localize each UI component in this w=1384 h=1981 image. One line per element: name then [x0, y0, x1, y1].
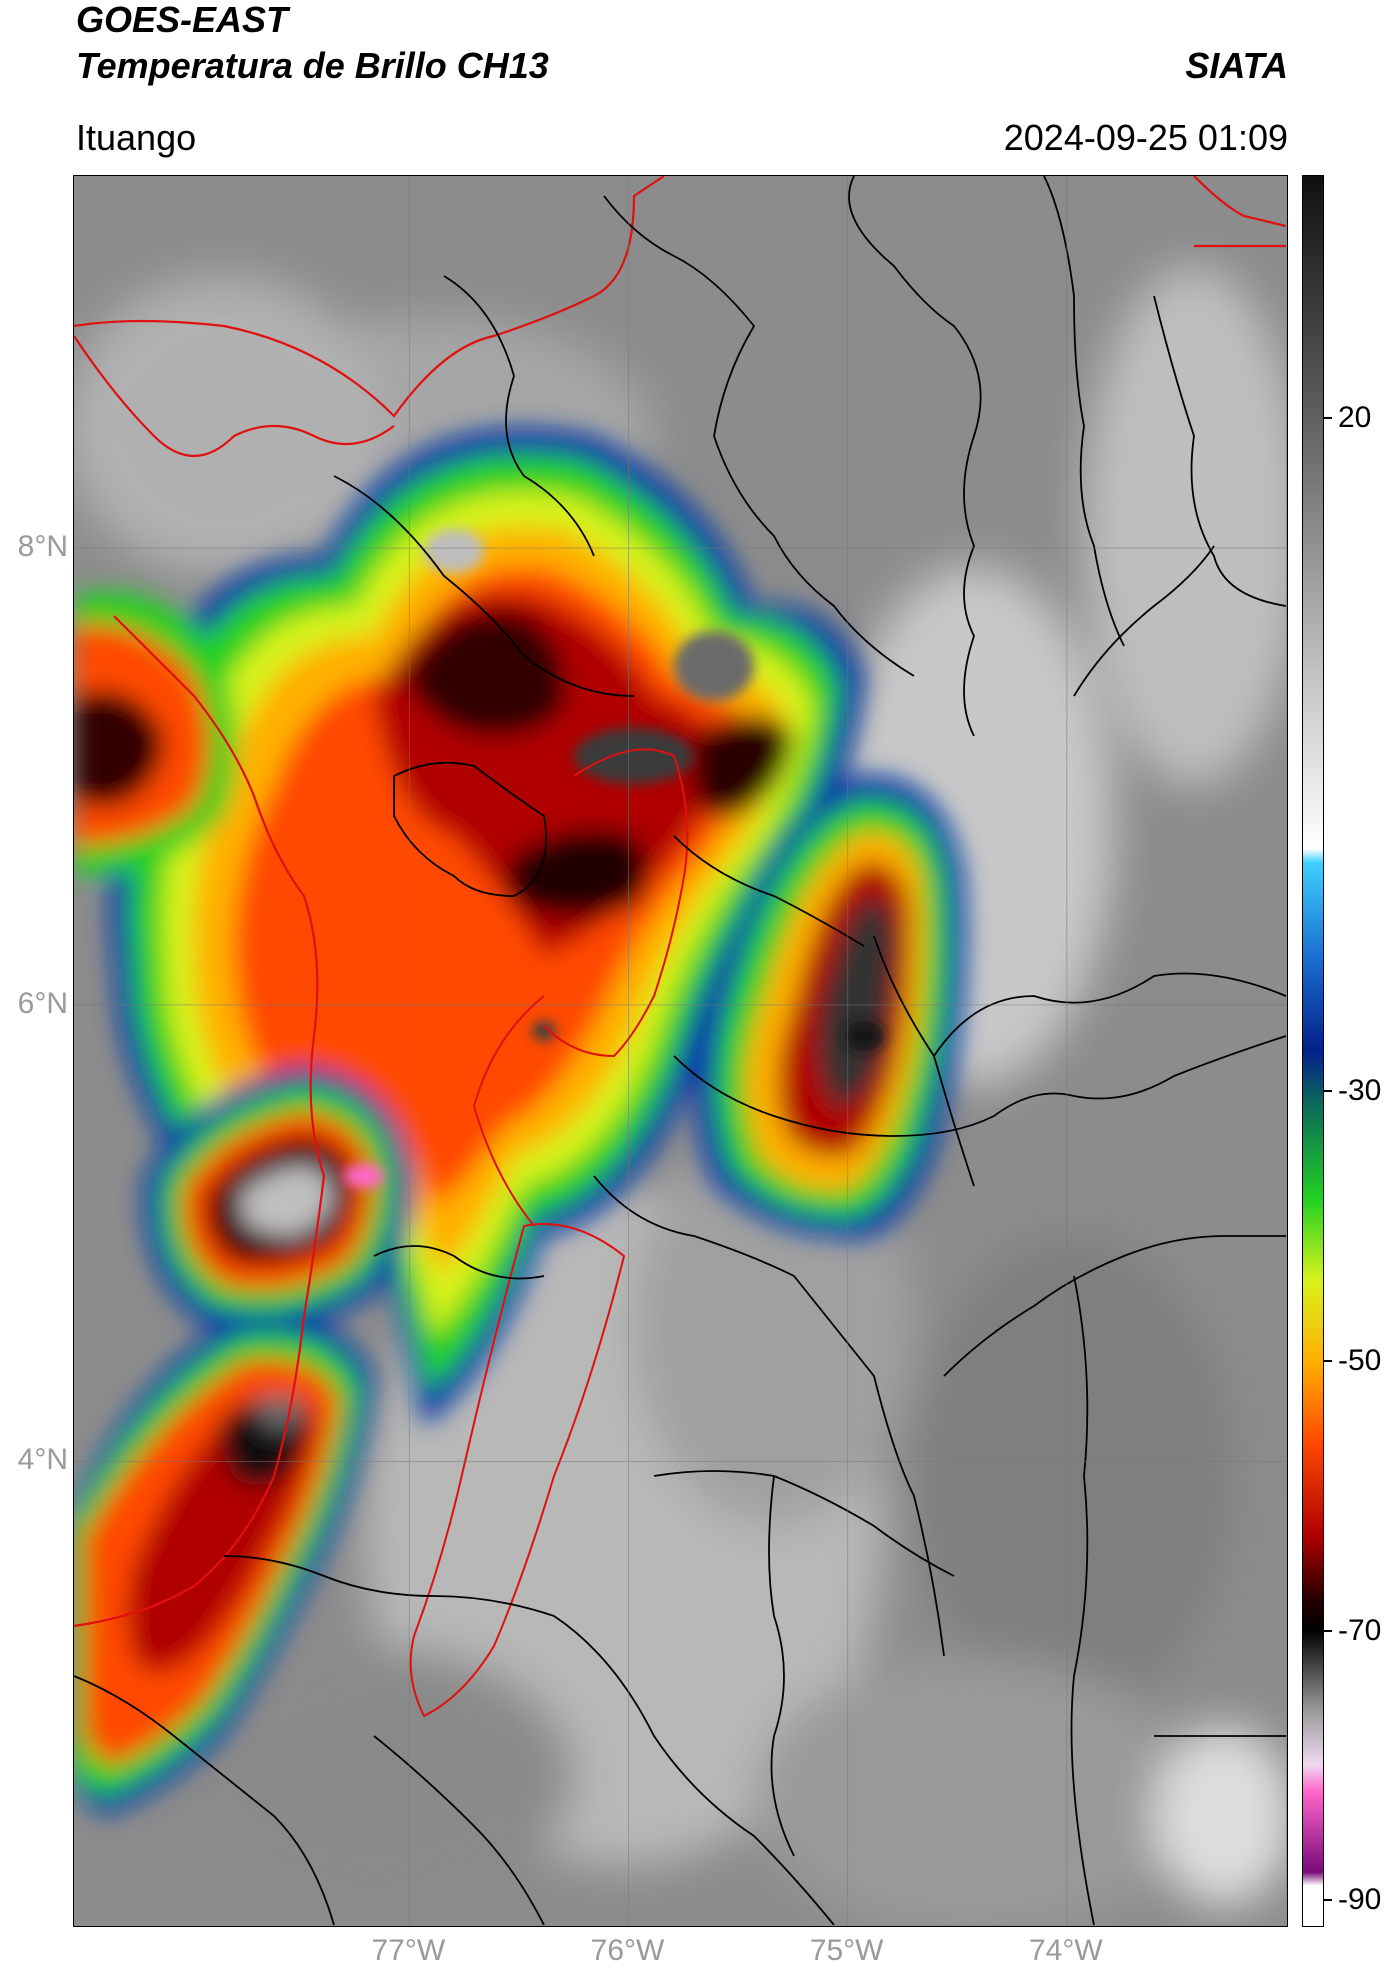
location-label: Ituango	[76, 117, 197, 158]
latitude-label-8n: 8°N	[17, 530, 68, 564]
colorbar-tick	[1324, 1899, 1332, 1902]
organization-label: SIATA	[1185, 45, 1288, 86]
title-product: Temperatura de Brillo CH13	[76, 45, 549, 86]
brightness-temperature-field	[74, 176, 1286, 1925]
colorbar-tick	[1324, 1090, 1332, 1093]
latitude-label-4n: 4°N	[17, 1443, 68, 1477]
colorbar-label-minus70: -70	[1338, 1613, 1382, 1647]
longitude-label-75w: 75°W	[809, 1934, 884, 1967]
colorbar-tick	[1324, 416, 1332, 419]
satellite-map	[73, 175, 1288, 1927]
longitude-label-77w: 77°W	[371, 1934, 446, 1967]
colorbar-tick	[1324, 1359, 1332, 1362]
colorbar-tick	[1324, 1629, 1332, 1632]
colorbar-label-minus90: -90	[1338, 1883, 1382, 1917]
temperature-colorbar	[1302, 175, 1324, 1927]
title-satellite: GOES-EAST	[76, 0, 289, 40]
colorbar-label-minus50: -50	[1338, 1343, 1382, 1377]
colorbar-label-minus30: -30	[1338, 1074, 1382, 1108]
timestamp-label: 2024-09-25 01:09	[1003, 117, 1288, 158]
longitude-label-74w: 74°W	[1028, 1934, 1103, 1967]
longitude-label-76w: 76°W	[590, 1934, 665, 1967]
colorbar-label-20: 20	[1338, 400, 1372, 434]
latitude-label-6n: 6°N	[17, 986, 68, 1020]
